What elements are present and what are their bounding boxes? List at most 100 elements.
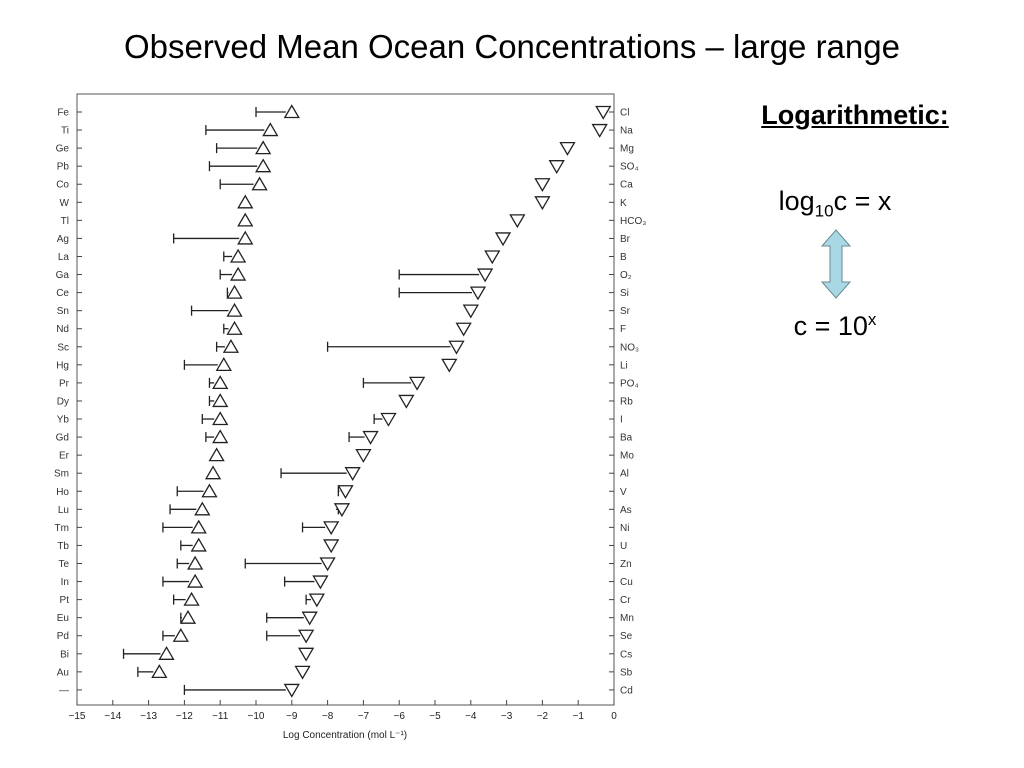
element-label-fe: Fe — [57, 108, 69, 119]
element-label-sr: Sr — [620, 306, 631, 317]
triangle-down-marker-cs — [297, 647, 315, 662]
triangle-down-marker-po — [408, 376, 426, 391]
x-tick-label: −6 — [393, 711, 405, 722]
triangle-up-marker-sn — [226, 302, 243, 317]
element-label-tm: Tm — [55, 523, 69, 534]
triangle-up-marker-pt — [183, 591, 200, 606]
element-label-al: Al — [620, 469, 629, 480]
triangle-up-marker-ho — [201, 483, 218, 498]
triangle-up-marker-sm — [204, 465, 222, 480]
x-axis-label: Log Concentration (mol L⁻¹) — [283, 730, 407, 741]
triangle-up-marker-pr — [212, 375, 229, 390]
x-tick-label: −14 — [104, 711, 121, 722]
element-label-sm: Sm — [54, 469, 69, 480]
element-label-gd: Gd — [56, 433, 69, 444]
triangle-down-marker-rb — [398, 394, 415, 409]
triangle-up-marker-ce — [226, 284, 243, 299]
triangle-down-marker-mn — [301, 611, 318, 626]
slide-title: Observed Mean Ocean Concentrations – lar… — [124, 28, 900, 65]
element-label-v: V — [620, 487, 627, 498]
triangle-up-marker-au — [151, 664, 168, 679]
element-label-mn: Mn — [620, 613, 634, 624]
element-label-br: Br — [620, 234, 631, 245]
element-label-te: Te — [58, 559, 69, 570]
element-label-au: Au — [57, 667, 69, 678]
triangle-up-marker-fe — [283, 104, 300, 119]
triangle-up-marker-er — [208, 447, 225, 462]
x-tick-label: −7 — [358, 711, 370, 722]
element-label-na: Na — [620, 126, 633, 137]
triangle-down-marker-hco — [509, 214, 526, 229]
triangle-up-marker-bi — [158, 646, 175, 660]
side-heading: Logarithmetic: — [761, 100, 949, 130]
triangle-up-marker-tl — [237, 212, 254, 227]
x-tick-label: −1 — [572, 711, 584, 722]
triangle-down-marker-k — [534, 196, 551, 211]
element-label-pt: Pt — [60, 595, 70, 606]
triangle-up-marker-ga — [229, 266, 247, 281]
element-label-tl: Tl — [61, 216, 69, 227]
triangle-up-marker-pd — [172, 627, 189, 642]
log-formula-rest: c = x — [833, 186, 892, 216]
triangle-up-marker-co — [251, 176, 268, 191]
element-label-ag: Ag — [57, 234, 69, 245]
triangle-down-marker-b — [484, 250, 501, 265]
triangle-up-marker-in — [187, 573, 204, 588]
triangle-down-marker-f — [455, 322, 472, 337]
element-label-u: U — [620, 541, 627, 552]
element-label-ge: Ge — [56, 144, 70, 155]
element-label-pd: Pd — [57, 631, 69, 642]
element-label-k: K — [620, 198, 627, 209]
element-label-lu: Lu — [58, 505, 69, 516]
element-label-hco: HCO₃ — [620, 216, 646, 227]
triangle-up-marker-la — [229, 248, 247, 263]
element-label-eu: Eu — [57, 613, 69, 624]
element-label-ho: Ho — [56, 487, 69, 498]
element-label-bi: Bi — [60, 649, 69, 660]
element-label-mo: Mo — [620, 451, 634, 462]
triangle-down-marker-i — [380, 412, 397, 427]
element-label-w: W — [60, 198, 70, 209]
triangle-up-marker-tb — [190, 537, 207, 552]
triangle-down-marker-sb — [294, 665, 311, 680]
element-label-i: I — [620, 415, 623, 426]
triangle-up-marker-ge — [255, 140, 272, 155]
triangle-down-marker-mo — [355, 448, 372, 463]
element-label-li: Li — [620, 360, 628, 371]
element-label-cs: Cs — [620, 649, 632, 660]
element-label-cr: Cr — [620, 595, 631, 606]
element-label-ti: Ti — [61, 126, 69, 137]
element-label-as: As — [620, 505, 632, 516]
x-tick-label: 0 — [611, 711, 617, 722]
element-label-pb: Pb — [57, 162, 70, 173]
triangle-up-marker-gd — [212, 429, 229, 444]
triangle-up-marker-ag — [237, 230, 254, 245]
triangle-down-marker-so — [548, 160, 565, 174]
triangle-down-marker-no — [448, 340, 465, 355]
triangle-down-marker-ca — [534, 178, 551, 193]
triangle-down-marker-na — [591, 123, 608, 138]
element-label-ce: Ce — [56, 288, 69, 299]
x-tick-label: −15 — [69, 711, 86, 722]
triangle-down-marker-sr — [462, 304, 479, 319]
triangle-up-marker-nd — [226, 320, 243, 335]
triangle-up-marker-dy — [212, 393, 229, 408]
triangle-down-marker-as — [333, 503, 351, 518]
triangle-down-marker-ni — [323, 521, 340, 536]
element-label-dash: — — [59, 685, 69, 696]
triangle-up-marker-yb — [212, 411, 229, 426]
exp-formula: c = 10x — [720, 310, 950, 342]
triangle-down-marker-cr — [308, 593, 325, 608]
triangle-up-marker-hg — [215, 357, 232, 371]
exp-formula-exponent: x — [867, 310, 877, 329]
x-tick-label: −8 — [322, 711, 334, 722]
x-tick-label: −11 — [212, 711, 229, 722]
triangle-down-marker-si — [469, 286, 487, 301]
x-tick-label: −2 — [537, 711, 549, 722]
element-label-f: F — [620, 324, 626, 335]
element-label-ga: Ga — [56, 270, 70, 281]
triangle-down-marker-v — [337, 485, 354, 500]
plot-frame — [76, 93, 615, 706]
element-label-in: In — [61, 577, 69, 588]
x-tick-label: −12 — [176, 711, 193, 722]
